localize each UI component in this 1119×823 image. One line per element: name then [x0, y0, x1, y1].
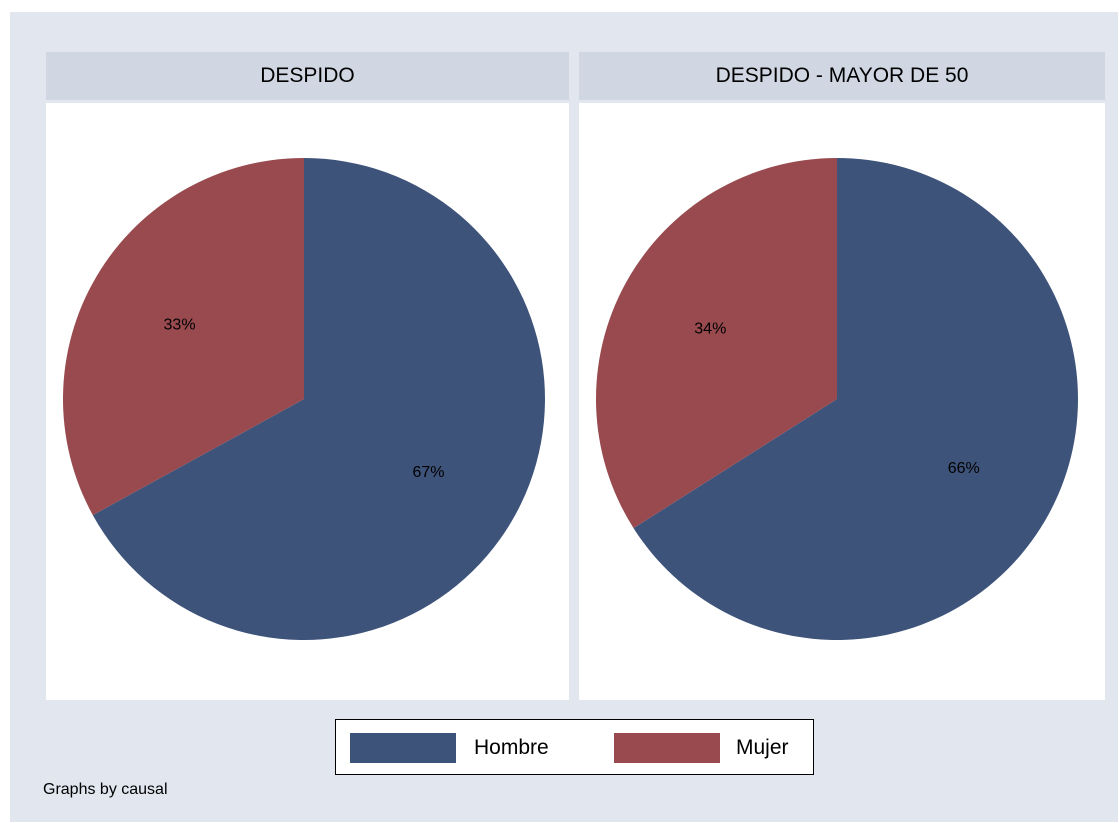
panel-plot-despido: 67% 33% — [46, 103, 569, 700]
figure: DESPIDO 67% 33% DESPIDO - MAYOR DE 50 66%… — [10, 12, 1118, 822]
pie-slice-mujer — [596, 158, 837, 529]
legend-key-hombre — [350, 733, 456, 763]
pie-slice-hombre — [92, 158, 545, 640]
legend-label-mujer: Mujer — [736, 736, 789, 759]
slice-label-hombre: 66% — [948, 460, 980, 477]
slice-label-mujer: 33% — [164, 317, 196, 334]
graph-note: Graphs by causal — [43, 781, 168, 798]
slice-label-mujer: 34% — [694, 321, 726, 338]
pie-chart-despido-mayor-50: 66% 34% — [596, 158, 1078, 641]
legend-label-hombre: Hombre — [474, 736, 549, 759]
pie-slice-mujer — [62, 158, 304, 516]
slice-label-hombre: 67% — [412, 464, 444, 481]
legend-key-mujer — [614, 733, 720, 763]
pie-chart-despido: 67% 33% — [62, 158, 545, 640]
legend: Hombre Mujer — [335, 719, 814, 775]
panel-title-despido-mayor-50: DESPIDO - MAYOR DE 50 — [579, 52, 1105, 100]
pie-slice-hombre — [633, 158, 1078, 641]
panel-title-despido: DESPIDO — [46, 52, 569, 100]
panel-plot-despido-mayor-50: 66% 34% — [579, 103, 1105, 700]
